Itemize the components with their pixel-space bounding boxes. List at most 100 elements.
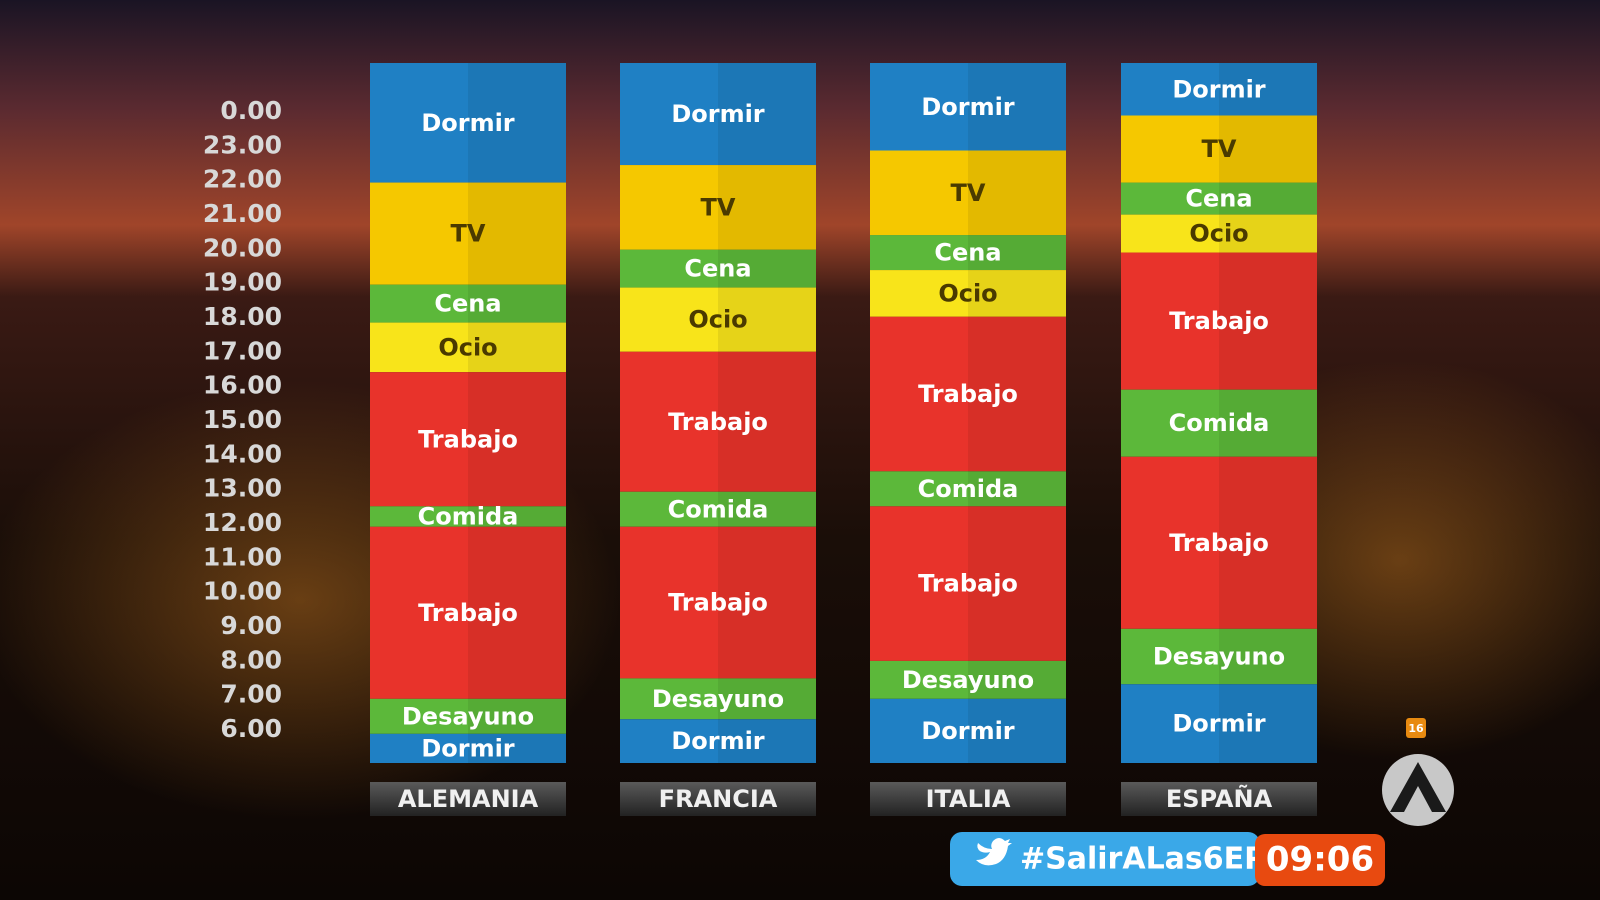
segment [1121,115,1317,183]
clock: 09:06 [1266,840,1374,880]
segment [870,63,1066,151]
segment [870,471,1066,507]
segment-label: Ocio [1189,220,1248,248]
segment [370,63,566,183]
columns: Dormir TV Cena Ocio Trabajo Comida Trabajo Desa… [370,63,1317,816]
segment [620,165,816,250]
segment [870,660,1066,699]
channel-logo: 16 [1382,718,1454,826]
segment-label: Cena [934,239,1001,267]
rating-badge [1406,718,1426,738]
segment-shade [968,698,1066,763]
segment-shade [468,63,566,183]
social-bar: #SalirALas6EP 09:06 [950,832,1385,886]
segment [870,698,1066,763]
time-label: 8.00 [220,645,282,674]
segment [620,719,816,763]
time-label: 12.00 [203,508,282,537]
segment-label: Dormir [921,717,1014,745]
segment-shade [468,526,566,699]
segment-label: Ocio [688,306,747,334]
segment-shade [718,351,816,492]
segment-shade [968,660,1066,699]
segment-label: Dormir [921,93,1014,121]
segment-label: Dormir [421,734,514,762]
logo-a [1390,762,1446,812]
segment-shade [468,733,566,763]
time-label: 23.00 [203,130,282,159]
segment-label: Comida [418,503,519,531]
segment [620,351,816,492]
segment [1121,252,1317,390]
column-tab [620,782,816,816]
segment [370,698,566,734]
segment-shade [968,316,1066,472]
time-label: 13.00 [203,474,282,503]
segment-shade [1219,182,1317,215]
segment-shade [1219,684,1317,763]
segment [370,733,566,763]
segment-label: Desayuno [652,685,784,713]
segment-shade [1219,214,1317,253]
segment-label: Dormir [671,727,764,755]
segment [870,316,1066,472]
segment-label: Desayuno [402,702,534,730]
column-name: FRANCIA [659,785,778,813]
time-axis: 0.00 23.00 22.00 21.00 20.00 19.00 18.00 17.00 1… [203,96,282,743]
column-name: ITALIA [926,785,1011,813]
segment-label: TV [701,193,736,221]
segment-label: Desayuno [1153,643,1285,671]
segment [370,506,566,527]
column-tab [1121,782,1317,816]
segment-label: Trabajo [918,570,1018,598]
segment-label: Trabajo [418,425,518,453]
segment-label: Dormir [671,100,764,128]
segment-shade [468,506,566,527]
segment-label: Ocio [938,279,997,307]
time-label: 17.00 [203,336,282,365]
segment-label: Dormir [1172,710,1265,738]
time-label: 9.00 [220,611,282,640]
hashtag-box [950,832,1260,886]
column-name: ESPAÑA [1166,784,1273,813]
segment-shade [468,182,566,285]
segment-shade [718,63,816,166]
segment-shade [968,150,1066,236]
time-label: 11.00 [203,542,282,571]
hashtag: #SalirALas6EP [1020,842,1266,877]
time-label: 22.00 [203,165,282,194]
time-label: 7.00 [220,680,282,709]
segment-label: TV [1202,135,1237,163]
segment [870,235,1066,271]
segment-label: Comida [668,495,769,523]
segment [370,284,566,323]
segment-label: Trabajo [668,408,768,436]
time-label: 10.00 [203,577,282,606]
segment-shade [468,284,566,323]
segment-label: Comida [1169,409,1270,437]
segment-label: TV [451,220,486,248]
segment-shade [468,372,566,507]
segment [620,491,816,527]
segment-shade [1219,252,1317,390]
segment [870,270,1066,317]
segment-shade [718,287,816,352]
time-label: 20.00 [203,233,282,262]
segment-shade [718,526,816,679]
segment [620,678,816,720]
twitter-icon [976,838,1012,866]
segment-shade [1219,456,1317,629]
segment-shade [1219,389,1317,457]
segment-shade [718,491,816,527]
time-label: 0.00 [220,96,282,125]
time-label: 19.00 [203,268,282,297]
segment-shade [468,322,566,373]
segment-shade [968,270,1066,317]
segment [1121,182,1317,215]
segment [620,63,816,166]
segment-label: Ocio [438,333,497,361]
segment-label: Comida [918,475,1019,503]
segment-shade [718,165,816,250]
